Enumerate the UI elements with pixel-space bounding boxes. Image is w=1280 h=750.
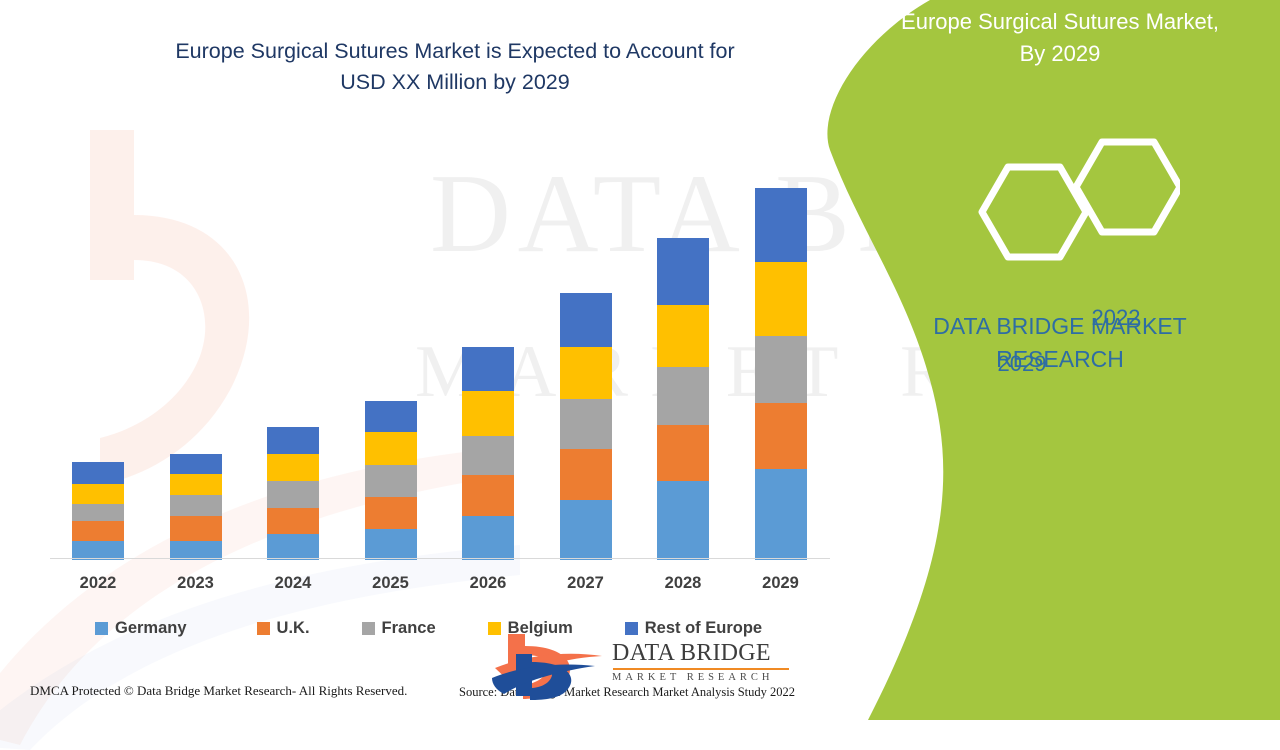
x-axis-label-2027: 2027: [567, 574, 604, 592]
legend-item-rest-of-europe[interactable]: Rest of Europe: [624, 618, 763, 638]
bar-segment-france-2022[interactable]: [72, 504, 124, 521]
legend-item-germany[interactable]: Germany: [95, 619, 187, 638]
bar-segment-rest-of-europe-2022[interactable]: [72, 462, 124, 484]
bar-segment-germany-2023[interactable]: [169, 541, 222, 560]
hexagon-label-2022: 2022: [1091, 305, 1141, 330]
bar-group-2024[interactable]: [267, 427, 319, 560]
logo-divider: [613, 668, 789, 670]
legend-swatch-icon: [361, 621, 375, 635]
legend-label: France: [381, 618, 436, 637]
legend-swatch-icon: [624, 621, 638, 635]
bar-segment-rest-of-europe-2025[interactable]: [364, 401, 417, 432]
bar-segment-rest-of-europe-2028[interactable]: [657, 238, 709, 305]
logo-subtitle: MARKET RESEARCH: [612, 672, 774, 683]
bar-segment-rest-of-europe-2023[interactable]: [169, 454, 222, 474]
panel-brand-line-2: RESEARCH: [996, 346, 1124, 373]
bar-segment-france-2027[interactable]: [559, 399, 612, 449]
bar-segment-rest-of-europe-2029[interactable]: [754, 188, 807, 262]
hexagon-pair: 2022 2029: [970, 132, 1184, 376]
bar-segment-belgium-2024[interactable]: [267, 454, 319, 481]
hexagon-2022-shape: [1072, 138, 1184, 236]
bar-group-2023[interactable]: [169, 454, 222, 560]
bar-segment-u-k-2022[interactable]: [72, 521, 124, 541]
x-axis-label-2022: 2022: [79, 574, 117, 592]
bar-segment-belgium-2027[interactable]: [559, 347, 612, 399]
bar-segment-belgium-2028[interactable]: [657, 305, 709, 367]
panel-brand-line-1: DATA BRIDGE MARKET: [933, 313, 1187, 339]
bar-segment-u-k-2026[interactable]: [462, 475, 514, 516]
chart-title-line-1: Europe Surgical Sutures Market is Expect…: [175, 39, 735, 63]
bar-group-2027[interactable]: [559, 293, 612, 560]
chart-title: Europe Surgical Sutures Market is Expect…: [60, 36, 850, 98]
legend-item-france[interactable]: France: [361, 618, 436, 638]
bar-group-2028[interactable]: [657, 238, 709, 560]
x-axis-line: [50, 558, 830, 559]
legend-label: Rest of Europe: [644, 618, 763, 637]
bar-group-2025[interactable]: [364, 401, 417, 560]
green-panel-content: Europe Surgical Sutures Market, By 2029 …: [860, 0, 1280, 720]
legend-item-belgium[interactable]: Belgium: [487, 618, 573, 638]
panel-title-line-2: By 2029: [1019, 40, 1101, 66]
x-axis-label-2023: 2023: [177, 574, 214, 592]
legend-swatch-icon: [95, 621, 108, 635]
panel-brand-title: DATA BRIDGE MARKET RESEARCH: [860, 310, 1260, 377]
data-bridge-logo-icon: [492, 634, 602, 700]
legend-swatch-icon: [256, 621, 270, 635]
bar-group-2026[interactable]: [462, 347, 514, 560]
legend-label: Belgium: [507, 618, 573, 637]
legend-item-u-k[interactable]: U.K.: [256, 618, 310, 638]
bar-segment-germany-2022[interactable]: [72, 541, 124, 560]
bar-segment-germany-2024[interactable]: [267, 534, 319, 560]
bar-segment-france-2026[interactable]: [462, 436, 514, 475]
panel-title-line-1: Europe Surgical Sutures Market,: [901, 9, 1219, 34]
x-axis-label-2024: 2024: [274, 574, 312, 592]
bar-segment-u-k-2025[interactable]: [364, 497, 417, 529]
legend-swatch-icon: [487, 621, 501, 635]
legend-label: U.K.: [276, 618, 310, 637]
bar-segment-u-k-2029[interactable]: [754, 403, 807, 469]
bar-segment-france-2024[interactable]: [267, 481, 319, 508]
bar-segment-u-k-2028[interactable]: [657, 425, 709, 481]
bar-segment-belgium-2025[interactable]: [364, 432, 417, 465]
x-axis-label-2029: 2029: [762, 574, 799, 592]
bar-segment-germany-2025[interactable]: [364, 529, 417, 560]
bar-segment-france-2023[interactable]: [169, 495, 222, 516]
bar-segment-germany-2027[interactable]: [559, 500, 612, 560]
bar-segment-u-k-2024[interactable]: [267, 508, 319, 534]
chart-legend: Germany U.K. France Belgium Rest of Europe: [95, 616, 795, 640]
x-axis-tick-labels: 2022 2023 2024 2025 2026 2027 2028 2029: [50, 574, 830, 600]
bar-segment-france-2029[interactable]: [754, 336, 807, 403]
bar-segment-france-2025[interactable]: [364, 465, 417, 497]
bar-segment-germany-2028[interactable]: [657, 481, 709, 560]
footer-copyright: DMCA Protected © Data Bridge Market Rese…: [30, 683, 408, 698]
bar-segment-belgium-2029[interactable]: [754, 262, 807, 336]
bar-segment-france-2028[interactable]: [657, 367, 709, 425]
x-axis-label-2028: 2028: [664, 574, 702, 592]
bar-group-2029[interactable]: [754, 188, 807, 560]
bar-segment-rest-of-europe-2024[interactable]: [267, 427, 319, 454]
bar-segment-belgium-2026[interactable]: [462, 391, 514, 436]
bar-segment-germany-2026[interactable]: [462, 516, 514, 560]
hexagon-2029-shape: [978, 163, 1090, 261]
legend-label: Germany: [115, 618, 187, 637]
chart-title-line-2: USD XX Million by 2029: [340, 70, 570, 95]
bar-segment-germany-2029[interactable]: [754, 469, 807, 560]
hexagon-label-2029: 2029: [997, 351, 1047, 376]
x-axis-label-2025: 2025: [372, 574, 409, 592]
chart-plot-area: [50, 140, 830, 560]
panel-title: Europe Surgical Sutures Market, By 2029: [860, 6, 1260, 70]
bar-segment-rest-of-europe-2027[interactable]: [559, 293, 612, 347]
bar-segment-belgium-2022[interactable]: [72, 484, 124, 504]
bar-segment-u-k-2023[interactable]: [169, 516, 222, 541]
logo-name: DATA BRIDGE: [612, 640, 771, 666]
bar-segment-belgium-2023[interactable]: [169, 474, 222, 495]
logo-wordmark: DATA BRIDGE MARKET RESEARCH: [612, 640, 812, 683]
bar-segment-rest-of-europe-2026[interactable]: [462, 347, 514, 391]
bar-group-2022[interactable]: [72, 462, 124, 560]
bar-segment-u-k-2027[interactable]: [559, 449, 612, 500]
x-axis-label-2026: 2026: [469, 574, 507, 592]
